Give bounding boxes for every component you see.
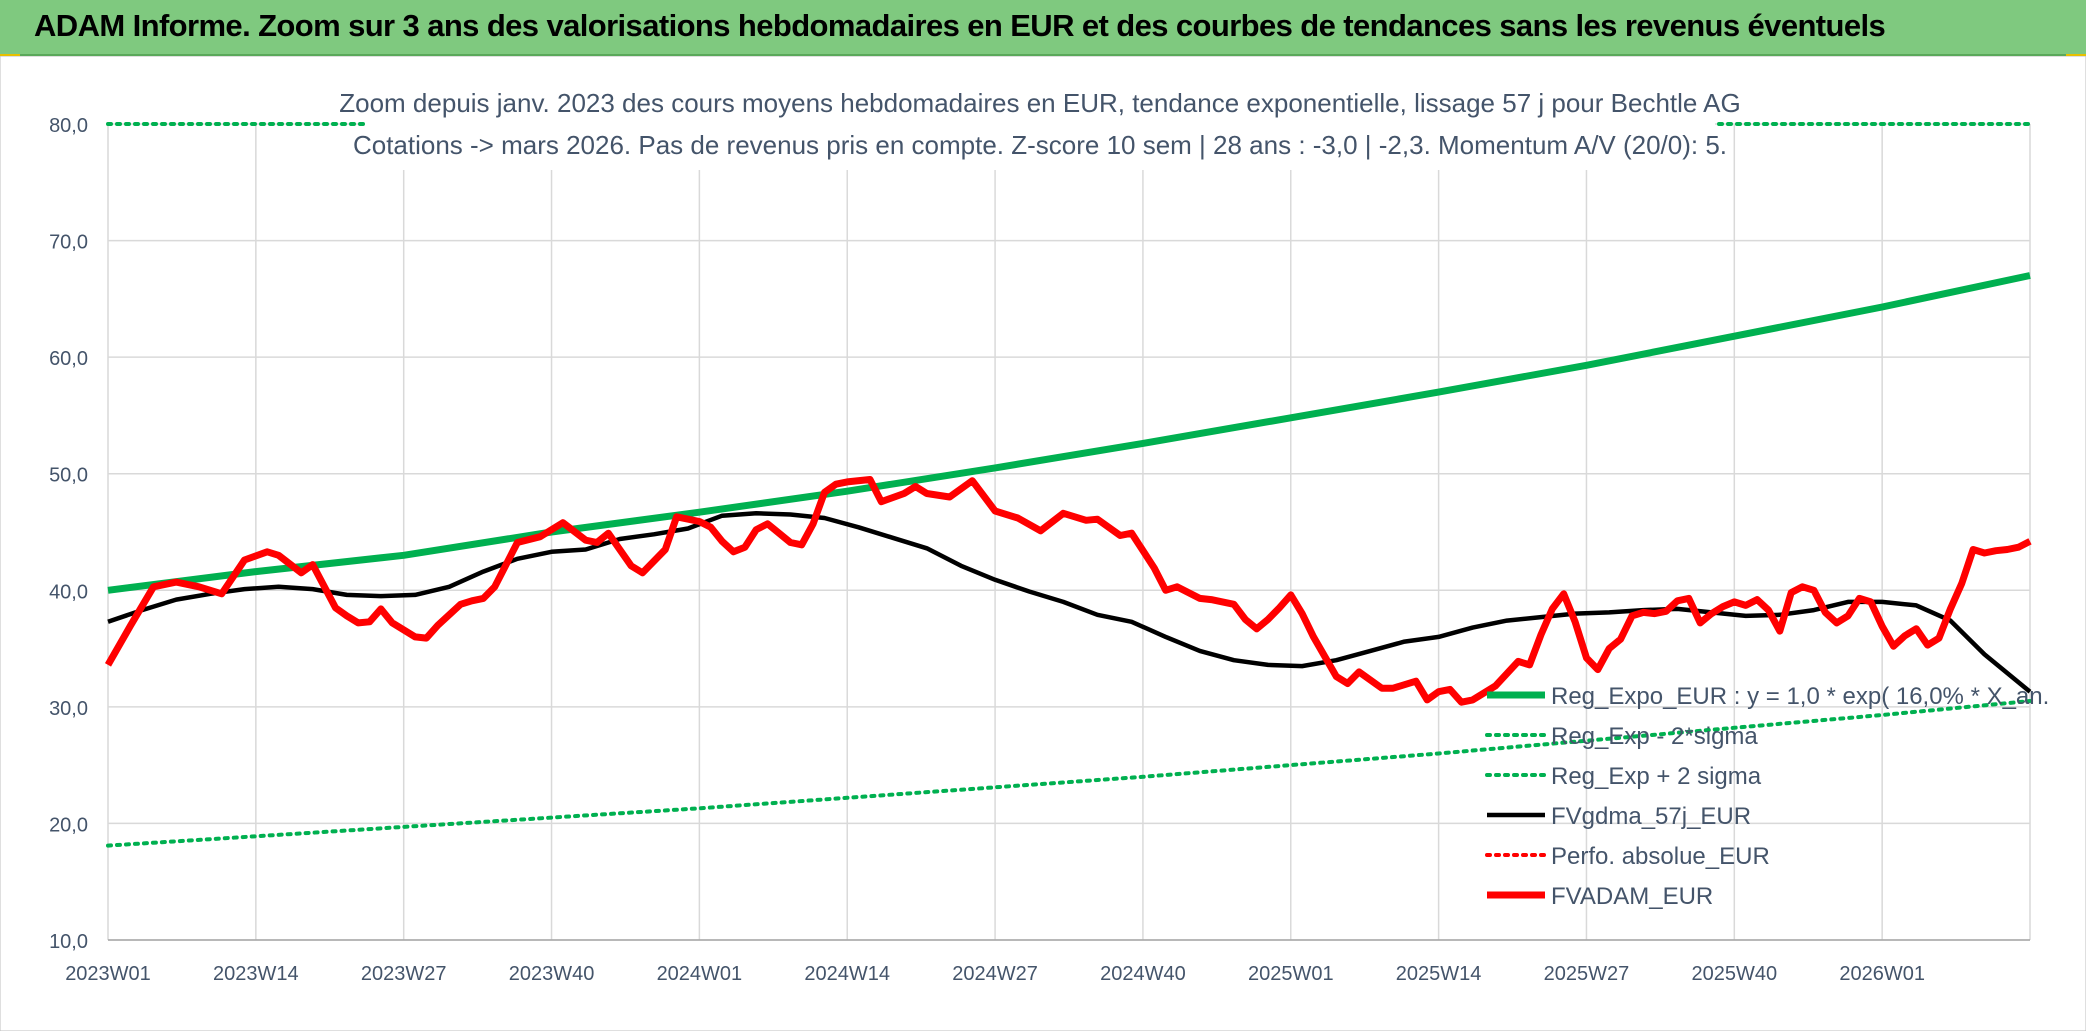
x-tick-label: 2026W01 [1839,963,1925,985]
legend-label-0: Reg_Expo_EUR : y = 1,0 * exp( 16,0% * X_… [1551,683,2049,710]
x-tick-label: 2023W14 [213,963,299,985]
legend-label-5: FVADAM_EUR [1551,883,1713,910]
series-line-0 [107,272,2031,594]
x-tick-label: 2023W27 [361,963,447,985]
y-tick-label: 40,0 [49,581,88,603]
chart: 10,0 20,0 30,0 40,0 50,0 60,0 70,0 80,0 2023W01 2… [0,55,2086,1032]
x-tick-label: 2024W01 [657,963,743,985]
y-tick-label: 30,0 [49,698,88,720]
chart-frame: 10,0 20,0 30,0 40,0 50,0 60,0 70,0 80,0 2023W01 2… [0,55,2086,1032]
y-tick-label: 10,0 [49,931,88,953]
x-tick-label: 2025W14 [1396,963,1482,985]
report-banner: ADAM Informe. Zoom sur 3 ans des valoris… [0,0,2086,56]
x-tick-label: 2025W27 [1544,963,1630,985]
legend-label-3: FVgdma_57j_EUR [1551,803,1751,830]
x-tick-label: 2024W27 [952,963,1038,985]
legend: Reg_Expo_EUR : y = 1,0 * exp( 16,0% * X_… [1485,683,2049,910]
x-tick-label: 2024W40 [1100,963,1186,985]
series-line-3 [107,511,2032,694]
chart-title-line-2: Cotations -> mars 2026. Pas de revenus p… [353,130,1727,160]
series-line-5 [104,476,2032,706]
y-tick-label: 80,0 [49,115,88,137]
report-title: ADAM Informe. Zoom sur 3 ans des valoris… [34,8,1886,43]
y-tick-label: 20,0 [49,814,88,836]
x-tick-label: 2024W14 [804,963,890,985]
title-background [365,80,1715,170]
x-tick-label: 2023W40 [509,963,595,985]
x-tick-label: 2023W01 [65,963,151,985]
legend-label-2: Reg_Exp + 2 sigma [1551,763,1762,790]
legend-label-4: Perfo. absolue_EUR [1551,843,1770,870]
y-tick-label: 60,0 [49,348,88,370]
y-tick-label: 50,0 [49,465,88,487]
legend-label-1: Reg_Exp - 2*sigma [1551,723,1758,750]
x-tick-label: 2025W40 [1691,963,1777,985]
chart-title-line-1: Zoom depuis janv. 2023 des cours moyens … [339,88,1740,118]
series-line-1 [106,699,2032,848]
y-tick-label: 70,0 [49,232,88,254]
x-tick-label: 2025W01 [1248,963,1334,985]
